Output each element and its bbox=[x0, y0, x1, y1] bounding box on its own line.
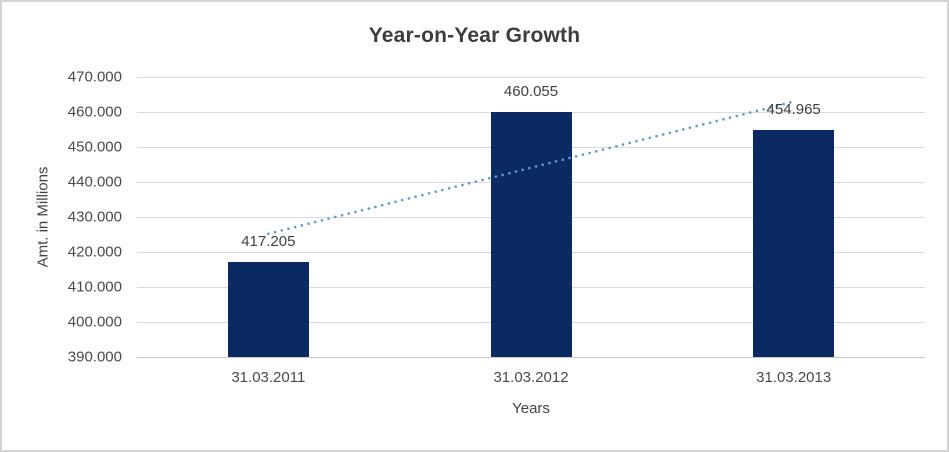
y-tick-label: 400.000 bbox=[67, 313, 122, 331]
x-axis-title: Years bbox=[512, 400, 550, 417]
data-label: 417.205 bbox=[241, 232, 296, 250]
data-label: 454.965 bbox=[766, 100, 821, 118]
y-tick-label: 390.000 bbox=[67, 348, 122, 366]
y-tick-label: 460.000 bbox=[67, 103, 122, 121]
chart-title: Year-on-Year Growth bbox=[368, 24, 581, 47]
x-category-label: 31.03.2013 bbox=[756, 369, 832, 386]
y-tick-label: 410.000 bbox=[67, 278, 122, 296]
x-category-label: 31.03.2011 bbox=[231, 369, 306, 386]
bar-31.03.2013 bbox=[753, 129, 835, 357]
y-tick-label: 440.000 bbox=[67, 173, 122, 191]
bar-31.03.2011 bbox=[227, 261, 309, 357]
y-tick-label: 470.000 bbox=[67, 68, 122, 86]
y-tick-label: 430.000 bbox=[67, 208, 122, 226]
trendline bbox=[267, 100, 795, 236]
x-category-label: 31.03.2012 bbox=[493, 369, 569, 386]
data-label: 460.055 bbox=[503, 82, 559, 100]
trendline-path bbox=[267, 100, 795, 236]
plot-area: 417.205 460.055 454.965 bbox=[137, 76, 925, 358]
gridline bbox=[137, 76, 925, 78]
y-tick-label: 450.000 bbox=[67, 138, 122, 156]
y-tick-label: 420.000 bbox=[67, 243, 122, 261]
bar-31.03.2012 bbox=[490, 111, 572, 357]
